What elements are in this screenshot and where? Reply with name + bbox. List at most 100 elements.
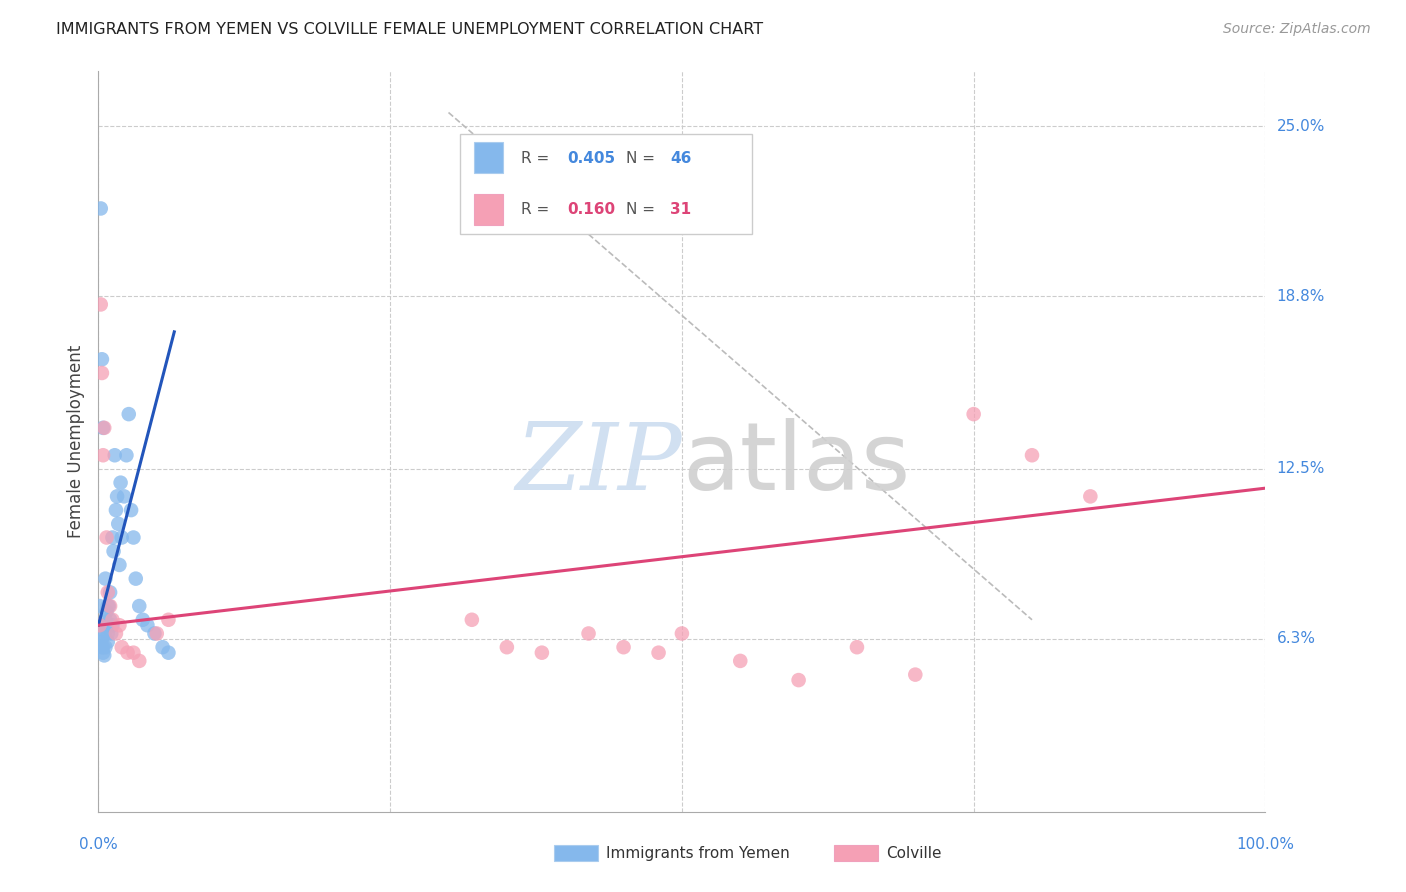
Point <box>128 654 150 668</box>
Text: 12.5%: 12.5% <box>1277 461 1324 476</box>
Point <box>91 448 114 462</box>
Text: 100.0%: 100.0% <box>1236 837 1295 852</box>
Point <box>94 640 117 655</box>
Point <box>101 531 124 545</box>
Point <box>94 572 117 586</box>
Point <box>146 626 169 640</box>
Point <box>97 599 120 613</box>
Point <box>90 366 112 380</box>
Text: 31: 31 <box>671 202 692 218</box>
Text: ZIP: ZIP <box>515 418 682 508</box>
Text: R =: R = <box>520 152 554 166</box>
Point <box>461 613 484 627</box>
Y-axis label: Female Unemployment: Female Unemployment <box>66 345 84 538</box>
Point <box>93 626 115 640</box>
Text: Colville: Colville <box>886 846 942 861</box>
Text: 0.405: 0.405 <box>568 152 616 166</box>
Text: IMMIGRANTS FROM YEMEN VS COLVILLE FEMALE UNEMPLOYMENT CORRELATION CHART: IMMIGRANTS FROM YEMEN VS COLVILLE FEMALE… <box>56 22 763 37</box>
Point <box>115 448 138 462</box>
Point <box>125 572 148 586</box>
Point <box>89 599 111 613</box>
Point <box>108 558 131 572</box>
FancyBboxPatch shape <box>474 194 503 226</box>
Point <box>97 599 120 613</box>
Point <box>111 640 134 655</box>
Point <box>112 489 135 503</box>
Point <box>122 531 145 545</box>
Point <box>94 613 117 627</box>
Point <box>730 654 752 668</box>
Point <box>110 475 132 490</box>
Text: N =: N = <box>626 152 659 166</box>
Point <box>90 634 112 648</box>
FancyBboxPatch shape <box>460 135 752 235</box>
Point <box>613 640 636 655</box>
Point <box>91 640 114 655</box>
Point <box>117 646 139 660</box>
Point <box>100 626 122 640</box>
Point <box>104 626 127 640</box>
Point <box>93 421 115 435</box>
Point <box>962 407 984 421</box>
Point <box>97 585 120 599</box>
Text: 6.3%: 6.3% <box>1277 632 1316 647</box>
Point <box>93 648 115 663</box>
Point <box>1021 448 1043 462</box>
Point <box>496 640 519 655</box>
Point <box>152 640 174 655</box>
Point <box>118 407 141 421</box>
Point <box>90 632 112 646</box>
Text: atlas: atlas <box>682 417 910 509</box>
Text: 46: 46 <box>671 152 692 166</box>
Text: 0.0%: 0.0% <box>79 837 118 852</box>
FancyBboxPatch shape <box>834 845 877 862</box>
FancyBboxPatch shape <box>474 142 503 173</box>
Point <box>104 503 127 517</box>
Point <box>96 605 118 619</box>
Point <box>90 202 112 216</box>
Point <box>530 646 553 660</box>
Point <box>120 503 142 517</box>
Point <box>98 613 121 627</box>
Point <box>904 667 927 681</box>
Point <box>90 640 112 655</box>
Point <box>787 673 810 687</box>
FancyBboxPatch shape <box>554 845 598 862</box>
Point <box>128 599 150 613</box>
Point <box>671 626 693 640</box>
Point <box>90 297 112 311</box>
Point <box>111 531 134 545</box>
Text: 0.160: 0.160 <box>568 202 616 218</box>
Point <box>132 613 155 627</box>
Point <box>647 646 669 660</box>
Point <box>107 516 129 531</box>
Point <box>101 618 124 632</box>
Text: 18.8%: 18.8% <box>1277 289 1324 303</box>
Point <box>846 640 869 655</box>
Point <box>96 618 118 632</box>
Point <box>90 618 112 632</box>
Point <box>97 626 120 640</box>
Point <box>98 585 121 599</box>
Point <box>108 618 131 632</box>
Point <box>101 613 124 627</box>
Text: 25.0%: 25.0% <box>1277 119 1324 134</box>
Point <box>578 626 600 640</box>
Point <box>91 421 114 435</box>
Text: Immigrants from Yemen: Immigrants from Yemen <box>606 846 790 861</box>
Point <box>136 618 159 632</box>
Text: Source: ZipAtlas.com: Source: ZipAtlas.com <box>1223 22 1371 37</box>
Point <box>122 646 145 660</box>
Point <box>157 646 180 660</box>
Text: R =: R = <box>520 202 554 218</box>
Point <box>1080 489 1102 503</box>
Point <box>89 618 111 632</box>
Point <box>105 489 128 503</box>
Point <box>97 634 120 648</box>
Point <box>98 599 121 613</box>
Point <box>104 448 127 462</box>
Point <box>143 626 166 640</box>
Point <box>157 613 180 627</box>
Point <box>103 544 125 558</box>
Text: N =: N = <box>626 202 659 218</box>
